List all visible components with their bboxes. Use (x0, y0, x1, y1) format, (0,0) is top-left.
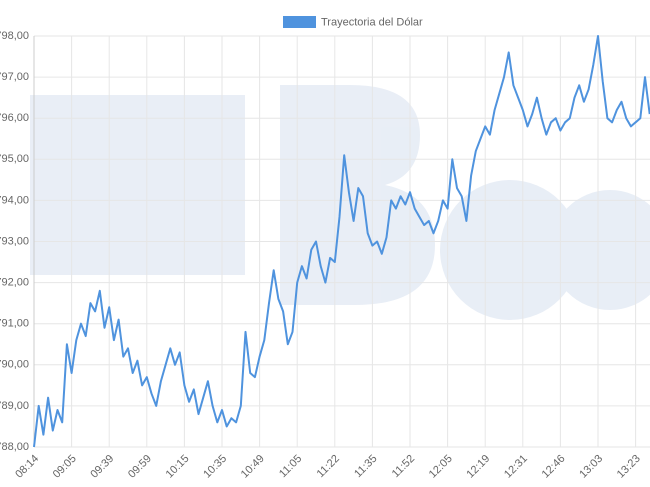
line-series (33, 35, 650, 448)
x-tick-label: 12:19 (464, 453, 492, 481)
x-tick-label: 11:35 (352, 453, 379, 480)
x-tick-label: 12:46 (540, 453, 568, 481)
x-tick-label: 09:59 (126, 453, 154, 481)
y-tick-label: 797,00 (0, 71, 29, 83)
y-tick-label: 792,00 (0, 277, 29, 289)
x-tick-label: 12:31 (502, 453, 530, 481)
y-tick-label: 789,00 (0, 400, 29, 412)
y-tick-label: 791,00 (0, 318, 29, 330)
x-tick-label: 11:05 (277, 453, 304, 480)
y-tick-label: 788,00 (0, 441, 29, 453)
x-tick-label: 09:05 (51, 453, 79, 481)
legend-label: Trayectoria del Dólar (321, 16, 423, 28)
y-tick-label: 790,00 (0, 359, 29, 371)
x-tick-label: 10:15 (164, 453, 192, 481)
y-tick-label: 793,00 (0, 235, 29, 247)
y-tick-label: 796,00 (0, 112, 29, 124)
y-tick-label: 794,00 (0, 194, 29, 206)
x-tick-label: 11:52 (390, 453, 417, 480)
x-tick-label: 12:05 (427, 453, 455, 481)
x-tick-label: 13:03 (577, 453, 605, 481)
x-tick-label: 13:23 (615, 453, 643, 481)
x-tick-label: 10:35 (201, 453, 229, 481)
legend-swatch (283, 16, 316, 28)
y-tick-label: 795,00 (0, 153, 29, 165)
y-tick-label: 798,00 (0, 30, 29, 42)
x-tick-label: 09:39 (88, 453, 116, 481)
x-tick-label: 10:49 (239, 453, 267, 481)
x-tick-label: 11:22 (315, 453, 342, 480)
x-tick-label: 08:14 (13, 453, 41, 481)
